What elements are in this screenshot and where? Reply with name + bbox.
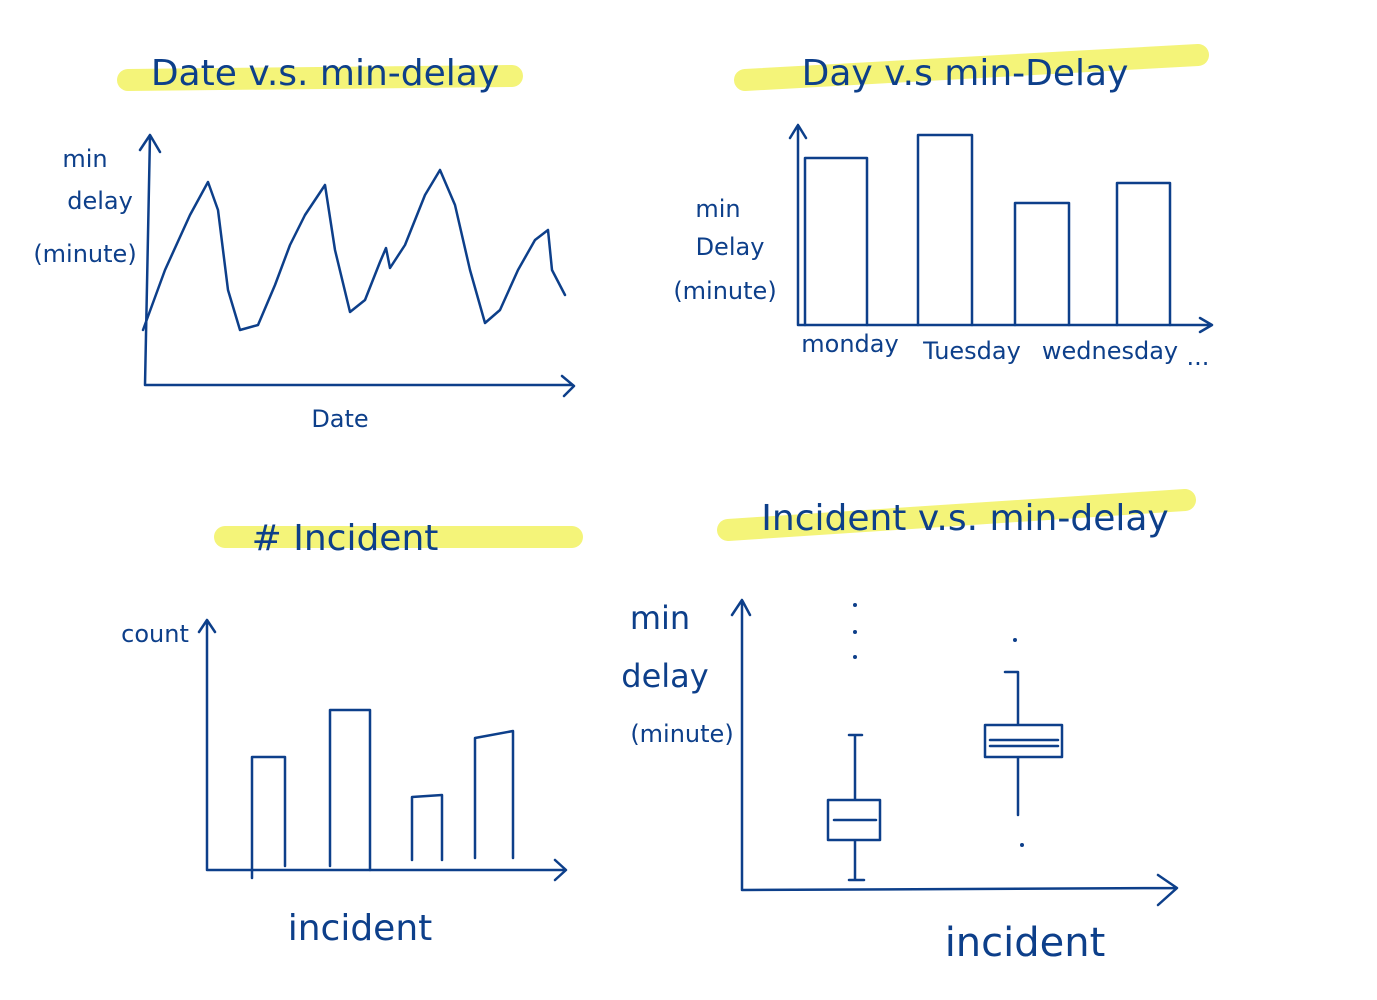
panel-title: # Incident bbox=[252, 518, 439, 559]
y-label: (minute) bbox=[673, 277, 776, 305]
y-label: count bbox=[121, 620, 189, 648]
panel-title: Date v.s. min-delay bbox=[151, 53, 499, 94]
panel-title: Incident v.s. min-delay bbox=[761, 498, 1168, 539]
axes bbox=[138, 133, 576, 398]
bars bbox=[250, 708, 515, 880]
axes bbox=[730, 598, 1179, 907]
box-plot bbox=[983, 670, 1064, 817]
title-highlight bbox=[734, 44, 1209, 91]
bars bbox=[803, 133, 1172, 327]
x-label: Date bbox=[311, 405, 368, 433]
y-label: min bbox=[62, 145, 107, 173]
title-highlight bbox=[117, 65, 523, 91]
y-label: (minute) bbox=[630, 720, 733, 748]
category-label: monday bbox=[801, 330, 898, 358]
trend-line bbox=[141, 168, 567, 332]
y-label: Delay bbox=[696, 233, 765, 261]
y-label: delay bbox=[621, 657, 708, 695]
y-label: min bbox=[630, 599, 690, 637]
axes bbox=[197, 618, 568, 882]
y-label: min bbox=[695, 195, 740, 223]
category-label: Tuesday bbox=[922, 337, 1021, 365]
box-plot bbox=[826, 733, 882, 882]
x-label: incident bbox=[945, 920, 1106, 966]
y-label: delay bbox=[67, 187, 133, 215]
y-label: (minute) bbox=[33, 240, 136, 268]
category-label: ... bbox=[1187, 343, 1210, 371]
category-label: wednesday bbox=[1042, 337, 1178, 365]
outliers bbox=[853, 603, 1024, 847]
panel-title: Day v.s min-Delay bbox=[802, 53, 1129, 94]
x-label: incident bbox=[288, 908, 433, 949]
axes bbox=[788, 123, 1214, 334]
title-highlight bbox=[717, 489, 1196, 541]
